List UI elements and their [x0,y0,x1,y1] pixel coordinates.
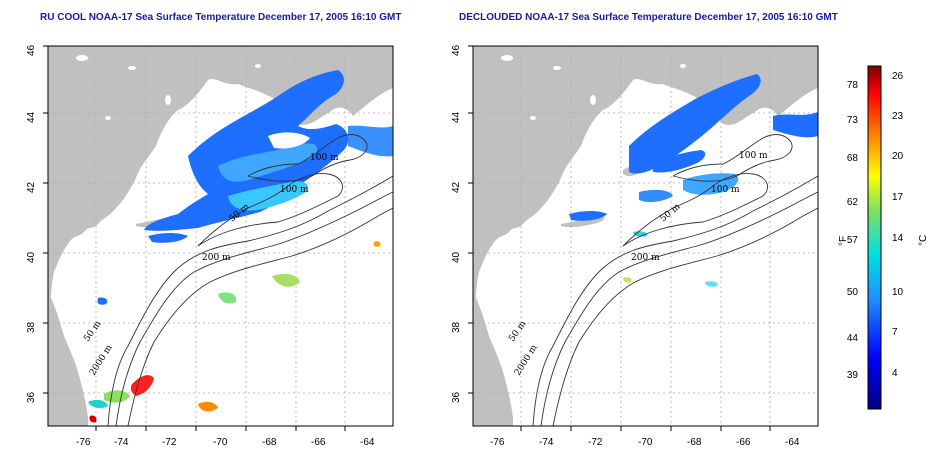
lat-tick: 44 [451,111,462,123]
left-map-panel: 100 m 100 m 50 m 200 m 50 m 2000 m [47,45,394,427]
lat-tick: 36 [26,391,37,403]
lat-tick: 38 [451,321,462,333]
colorbar: 78 73 68 62 57 50 44 39 °F 26 23 20 17 1… [838,65,929,410]
f-tick: 57 [847,235,859,246]
lat-tick: 38 [26,321,37,333]
left-axes: -76 -74 -72 -70 -68 -66 -64 46 44 42 40 … [26,44,375,448]
f-tick: 78 [847,80,859,91]
contour-label: 100 m [711,185,740,195]
celsius-label: °C [918,235,929,246]
lat-tick: 42 [26,181,37,193]
f-tick: 62 [847,197,859,208]
c-tick: 20 [892,151,904,162]
contour-label: 100 m [280,185,309,195]
lat-tick: 42 [451,181,462,193]
lat-tick: 46 [451,44,462,56]
lat-tick: 40 [26,251,37,263]
right-axes: -76 -74 -72 -70 -68 -66 -64 46 44 42 40 … [451,44,800,448]
left-panel-title: RU COOL NOAA-17 Sea Surface Temperature … [40,12,402,23]
lon-tick: -68 [262,437,277,448]
right-panel-title: DECLOUDED NOAA-17 Sea Surface Temperatur… [459,12,838,23]
c-tick: 23 [892,111,904,122]
lon-tick: -64 [785,437,800,448]
contour-label: 200 m [202,253,231,263]
lon-tick: -74 [539,437,554,448]
lon-tick: -64 [360,437,375,448]
lon-tick: -76 [76,437,91,448]
colorbar-gradient [867,65,882,410]
lon-tick: -76 [490,437,505,448]
lat-tick: 44 [26,111,37,123]
fahrenheit-label: °F [838,236,849,246]
lon-tick: -72 [588,437,603,448]
c-tick: 17 [892,192,904,203]
lon-tick: -68 [687,437,702,448]
lat-tick: 46 [26,44,37,56]
f-tick: 68 [847,153,859,164]
c-tick: 7 [892,327,898,338]
lon-tick: -66 [736,437,751,448]
f-tick: 39 [847,370,859,381]
lon-tick: -72 [162,437,177,448]
c-tick: 10 [892,287,904,298]
contour-label: 100 m [310,153,339,163]
f-tick: 73 [847,115,859,126]
c-tick: 26 [892,71,904,82]
c-tick: 4 [892,368,898,379]
lon-tick: -66 [311,437,326,448]
right-map-panel: 100 m 100 m 50 m 200 m 50 m 2000 m [472,45,819,427]
lon-tick: -70 [638,437,653,448]
lat-tick: 36 [451,391,462,403]
lon-tick: -70 [213,437,228,448]
left-sst-field [88,70,393,423]
lat-tick: 40 [451,251,462,263]
f-tick: 44 [847,333,859,344]
f-tick: 50 [847,287,859,298]
right-sst-field [569,74,818,287]
lon-tick: -74 [114,437,129,448]
c-tick: 14 [892,233,904,244]
contour-label: 100 m [739,151,768,161]
contour-label: 200 m [631,253,660,263]
